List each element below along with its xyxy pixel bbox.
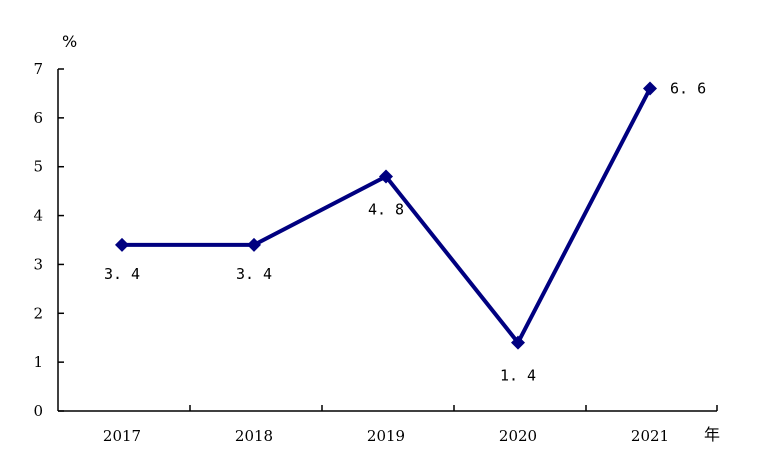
x-tick-label: 2020 bbox=[499, 427, 537, 445]
data-label: 4. 8 bbox=[368, 200, 404, 218]
y-tick-label: 5 bbox=[33, 158, 43, 176]
y-tick-label: 4 bbox=[33, 207, 43, 225]
data-label: 3. 4 bbox=[236, 265, 272, 283]
data-point-marker bbox=[643, 81, 657, 96]
y-tick-label: 3 bbox=[33, 255, 43, 273]
y-tick-label: 0 bbox=[33, 402, 43, 420]
y-tick-label: 7 bbox=[33, 60, 43, 78]
data-label: 1. 4 bbox=[500, 367, 536, 385]
x-tick-label: 2021 bbox=[631, 427, 669, 445]
y-tick-label: 2 bbox=[33, 304, 43, 322]
x-tick-label: 2019 bbox=[367, 427, 405, 445]
y-axis-unit: % bbox=[62, 32, 77, 51]
data-label: 3. 4 bbox=[104, 265, 140, 283]
x-tick-label: 2017 bbox=[103, 427, 141, 445]
y-ticks: 0 1 2 3 4 5 6 7 bbox=[33, 60, 64, 420]
x-tick-label: 2018 bbox=[235, 427, 273, 445]
data-label: 6. 6 bbox=[670, 80, 706, 98]
axes bbox=[57, 69, 717, 412]
data-point-marker bbox=[115, 237, 129, 252]
x-axis-unit: 年 bbox=[704, 425, 720, 444]
data-point-marker bbox=[247, 237, 261, 252]
x-ticks: 2017 2018 2019 2020 2021 bbox=[103, 405, 718, 445]
y-tick-label: 6 bbox=[33, 109, 43, 127]
data-point-marker bbox=[511, 335, 525, 350]
data-point-marker bbox=[379, 169, 393, 184]
series-markers bbox=[115, 81, 657, 350]
series-labels: 3. 4 3. 4 4. 8 1. 4 6. 6 bbox=[104, 80, 706, 385]
y-tick-label: 1 bbox=[33, 353, 43, 371]
